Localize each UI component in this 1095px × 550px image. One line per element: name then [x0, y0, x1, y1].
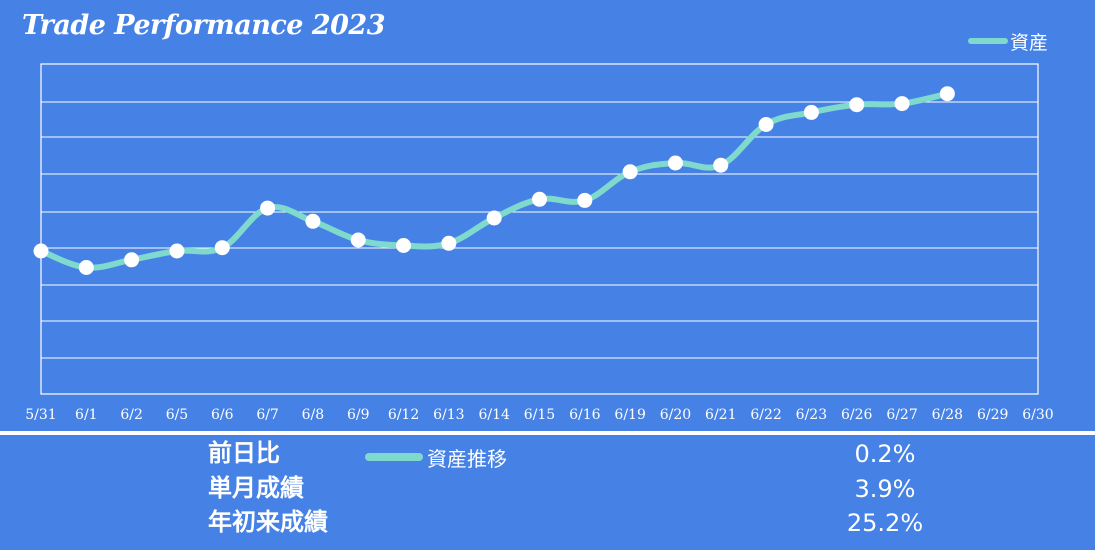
- legend-label: 資産: [1010, 31, 1049, 54]
- data-point: [486, 210, 502, 226]
- x-tick-label: 6/30: [1022, 407, 1053, 423]
- x-tick-label: 6/23: [796, 407, 827, 423]
- x-tick-label: 6/1: [75, 407, 98, 423]
- data-point: [78, 260, 94, 275]
- chart-title: Trade Performance 2023: [22, 10, 386, 41]
- data-point: [169, 243, 185, 259]
- data-point: [441, 235, 457, 251]
- x-tick-label: 6/2: [120, 407, 143, 423]
- data-point: [350, 232, 366, 248]
- stat-label-ytd: 年初来成績: [208, 508, 328, 536]
- data-point: [33, 243, 49, 259]
- data-point: [305, 213, 321, 229]
- summary-legend-label: 資産推移: [427, 446, 507, 471]
- x-tick-label: 6/12: [388, 407, 419, 423]
- stat-label-monthly: 単月成績: [208, 474, 304, 502]
- legend-swatch: [968, 38, 1008, 44]
- data-point: [803, 104, 819, 120]
- x-tick-label: 6/19: [614, 407, 645, 423]
- x-tick-label: 6/21: [705, 407, 736, 423]
- x-tick-label: 6/22: [750, 407, 781, 423]
- data-point: [214, 240, 230, 256]
- line-chart: 5/31 6/1 6/2 6/5 6/6 6/7 6/8 6/9 6/12 6/13 6/14 6/1…: [25, 63, 1054, 423]
- x-tick-label: 6/15: [524, 407, 555, 423]
- data-point: [124, 252, 140, 268]
- data-point: [667, 155, 683, 171]
- data-point: [577, 192, 593, 208]
- data-point: [939, 86, 955, 102]
- x-tick-label: 6/14: [478, 407, 510, 423]
- summary-legend: 資産推移: [365, 443, 507, 471]
- section-divider: [0, 431, 1095, 435]
- data-point: [260, 200, 276, 216]
- data-point: [758, 117, 774, 132]
- x-tick-label: 6/16: [569, 407, 601, 423]
- stat-label-daily: 前日比: [208, 439, 280, 467]
- plot-area-border: [40, 63, 1039, 395]
- data-point: [713, 157, 729, 173]
- data-point: [894, 96, 910, 112]
- data-point: [532, 191, 547, 207]
- x-tick-label: 6/9: [347, 407, 370, 423]
- x-tick-label: 6/26: [841, 407, 873, 423]
- stat-value-ytd: 25.2%: [846, 509, 924, 537]
- x-tick-label: 6/5: [166, 407, 189, 423]
- summary-legend-swatch: [365, 453, 423, 461]
- x-tick-label: 6/8: [302, 407, 325, 423]
- stat-value-daily: 0.2%: [854, 440, 916, 468]
- x-tick-label: 6/7: [256, 407, 279, 423]
- x-tick-label: 6/27: [886, 407, 917, 423]
- x-tick-label: 6/20: [660, 407, 691, 423]
- chart-legend: 資産: [968, 29, 1049, 54]
- data-point: [849, 97, 865, 113]
- x-tick-label: 6/28: [932, 407, 963, 423]
- x-tick-label: 6/6: [211, 407, 234, 423]
- x-tick-label: 5/31: [25, 407, 56, 423]
- x-tick-label: 6/29: [977, 407, 1008, 423]
- stat-value-monthly: 3.9%: [854, 475, 916, 503]
- x-tick-label: 6/13: [433, 407, 464, 423]
- data-point: [622, 164, 638, 180]
- data-point: [396, 238, 412, 253]
